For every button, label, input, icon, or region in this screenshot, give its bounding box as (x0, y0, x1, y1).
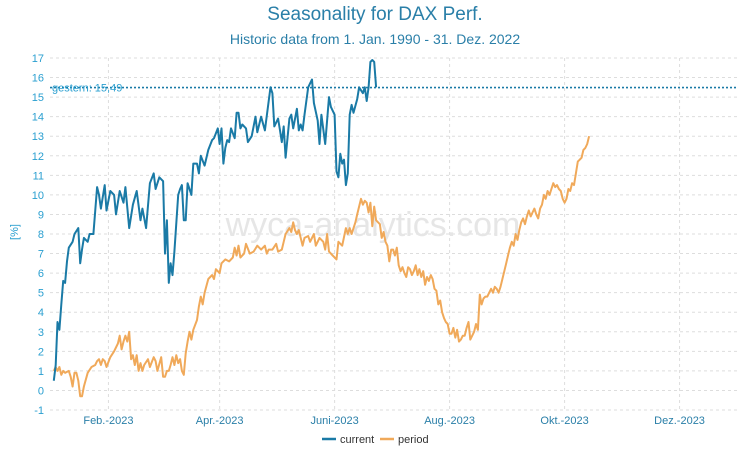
y-tick-label: 17 (32, 53, 44, 65)
reference-line: gestern: 15,49 (50, 83, 738, 95)
x-tick-label: Feb.-2023 (83, 415, 133, 427)
y-tick-label: 6 (38, 268, 44, 280)
x-tick-label: Okt.-2023 (540, 415, 588, 427)
y-tick-label: 9 (38, 209, 44, 221)
y-tick-label: 8 (38, 229, 44, 241)
chart-title: Seasonality for DAX Perf. (267, 4, 483, 25)
y-tick-label: 11 (33, 170, 44, 182)
series-period-line (52, 135, 591, 398)
legend-label-current: current (340, 434, 374, 446)
y-tick-label: 4 (38, 307, 44, 319)
y-tick-label: 5 (38, 288, 44, 300)
y-tick-label: 10 (32, 190, 44, 202)
y-tick-label: 3 (38, 327, 44, 339)
y-axis-label: [%] (9, 224, 21, 240)
x-tick-label: Dez.-2023 (654, 415, 705, 427)
y-tick-label: 1 (38, 366, 44, 378)
legend: current period (322, 434, 429, 446)
x-tick-label: Aug.-2023 (424, 415, 475, 427)
y-tick-label: 16 (32, 73, 44, 85)
legend-label-period: period (398, 434, 429, 446)
y-tick-label: 2 (38, 346, 44, 358)
chart-subtitle: Historic data from 1. Jan. 1990 - 31. De… (229, 31, 521, 47)
y-tick-label: 13 (32, 131, 44, 143)
y-tick-label: 7 (38, 249, 44, 261)
y-tick-label: 12 (32, 151, 44, 163)
x-tick-label: Juni-2023 (310, 415, 358, 427)
reference-line-label: gestern: 15,49 (52, 83, 122, 95)
series-lines (52, 59, 591, 398)
x-axis-ticks: Feb.-2023 Apr.-2023 Juni-2023 Aug.-2023 Okt.… (83, 415, 705, 427)
x-tick-label: Apr.-2023 (196, 415, 244, 427)
y-tick-label: 14 (32, 112, 44, 124)
y-tick-label: 0 (38, 385, 44, 397)
y-tick-label: -1 (34, 405, 44, 417)
y-tick-label: 15 (32, 92, 44, 104)
series-current-line (52, 59, 378, 381)
